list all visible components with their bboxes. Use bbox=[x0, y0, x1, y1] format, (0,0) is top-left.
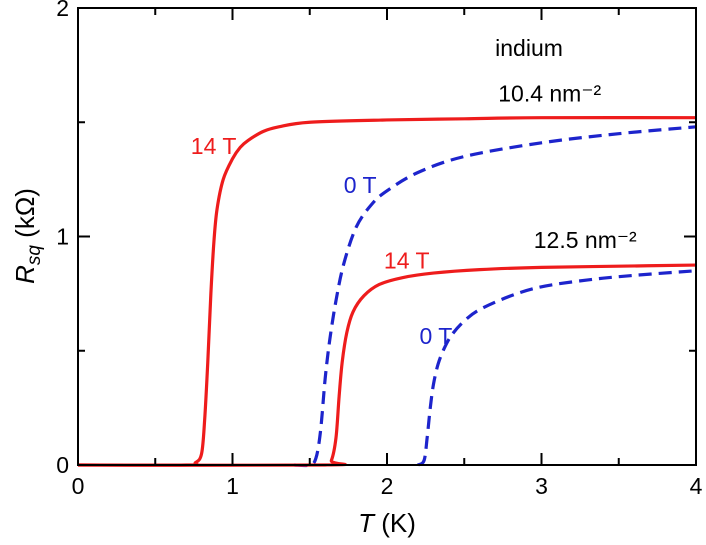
series-line-1-solid bbox=[77, 115, 697, 467]
x-tick-label: 3 bbox=[535, 473, 548, 499]
annotation-label-14T-b: 14 T bbox=[384, 247, 430, 273]
annotation-layer: indium 10.4 nm⁻² 12.5 nm⁻² 14 T 0 T 14 T 0 T bbox=[191, 35, 637, 349]
y-tick-label: 0 bbox=[56, 452, 69, 478]
annotation-material: indium bbox=[495, 35, 563, 61]
annotation-label-0T-b: 0 T bbox=[419, 323, 452, 349]
series-line-2-dashed bbox=[294, 125, 697, 468]
x-tick-label: 0 bbox=[72, 473, 85, 499]
annotation-density-1: 10.4 nm⁻² bbox=[498, 81, 601, 107]
series-line-3-solid bbox=[77, 263, 697, 467]
annotation-label-0T-a: 0 T bbox=[344, 172, 377, 198]
x-tick-label: 1 bbox=[226, 473, 239, 499]
series-layer bbox=[77, 115, 697, 468]
y-tick-label: 1 bbox=[56, 224, 69, 250]
x-tick-label: 4 bbox=[690, 473, 703, 499]
x-axis-label: T (K) bbox=[358, 508, 416, 538]
y-tick-label: 2 bbox=[56, 0, 69, 21]
series-line-4-dashed bbox=[416, 269, 697, 467]
annotation-density-2: 12.5 nm⁻² bbox=[534, 227, 637, 253]
y-axis-label: Rsq (kΩ) bbox=[10, 188, 45, 284]
tick-layer: 0 1 2 3 4 0 1 2 bbox=[56, 0, 702, 499]
x-tick-label: 2 bbox=[381, 473, 394, 499]
annotation-label-14T-a: 14 T bbox=[191, 133, 237, 159]
